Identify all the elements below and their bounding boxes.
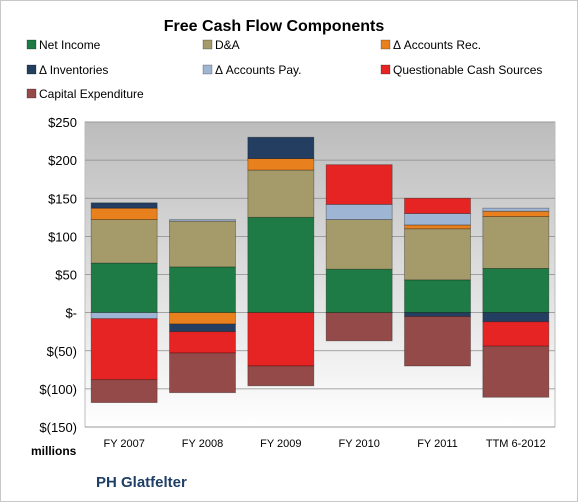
bar-segment-inventories — [482, 312, 550, 323]
bar-segment-accounts-pay — [169, 219, 236, 222]
bar-segment-d-a — [169, 220, 236, 268]
bar-segment-capital-expenditure — [482, 345, 550, 398]
bar-segment-capital-expenditure — [90, 379, 158, 404]
legend-label: D&A — [215, 38, 240, 52]
x-tick-label: FY 2007 — [103, 438, 144, 450]
legend: Net Income D&A Δ Accounts Rec. Δ Inventorie… — [26, 38, 542, 101]
company-label: PH Glatfelter — [96, 474, 187, 491]
x-axis: FY 2007 FY 2008 FY 2009 FY 2010 FY 2011 TTM 6… — [103, 438, 545, 450]
chart-title: Free Cash Flow Components — [164, 18, 385, 35]
legend-label: Δ Accounts Rec. — [393, 38, 481, 52]
legend-swatch-inventories — [26, 64, 37, 75]
bar-segment-inventories — [247, 136, 315, 160]
bar-segments — [90, 136, 550, 404]
unit-label: millions — [31, 444, 77, 458]
gridlines — [85, 121, 555, 428]
bar-segment-accounts-pay — [482, 207, 550, 212]
y-tick-label: $(50) — [47, 344, 77, 359]
bar-segment-accounts-rec — [169, 312, 236, 325]
legend-label: Δ Accounts Pay. — [215, 63, 302, 77]
bar-segment-d-a — [404, 228, 471, 281]
bar-segment-questionable-cash-sources — [247, 312, 315, 367]
y-tick-label: $200 — [48, 153, 77, 168]
y-tick-label: $150 — [48, 191, 77, 206]
legend-swatch-net-income — [26, 39, 37, 50]
y-axis: $250 $200 $150 $100 $50 $- $(50) $(100) $(150) — [39, 115, 77, 435]
bar-segment-inventories — [169, 323, 236, 333]
bar-segment-d-a — [325, 219, 393, 270]
bar-segment-accounts-pay — [90, 312, 158, 320]
bar-segment-net-income — [169, 266, 236, 314]
legend-swatch-d-a — [202, 39, 213, 50]
bar-segment-net-income — [90, 262, 158, 314]
legend-label: Capital Expenditure — [39, 87, 144, 101]
x-tick-label: FY 2010 — [338, 438, 379, 450]
legend-swatch-accounts-pay — [202, 64, 213, 75]
bar-segment-net-income — [482, 267, 550, 314]
bar-segment-capital-expenditure — [404, 316, 471, 367]
y-tick-label: $- — [65, 306, 77, 321]
bar-segment-inventories — [90, 202, 158, 209]
bar-segment-accounts-pay — [404, 213, 471, 226]
legend-swatch-questionable-cash-sources — [380, 64, 391, 75]
y-tick-label: $(150) — [39, 420, 77, 435]
bar-segment-questionable-cash-sources — [404, 197, 471, 214]
bar-segment-accounts-pay — [325, 203, 393, 221]
legend-label: Net Income — [39, 38, 101, 52]
bar-segment-questionable-cash-sources — [90, 318, 158, 381]
bar-segment-accounts-rec — [482, 210, 550, 217]
legend-label: Questionable Cash Sources — [393, 63, 542, 77]
legend-label: Δ Inventories — [39, 63, 108, 77]
legend-swatch-accounts-rec — [380, 39, 391, 50]
bar-segment-d-a — [482, 216, 550, 269]
bar-segment-capital-expenditure — [247, 365, 315, 387]
y-tick-label: $(100) — [39, 382, 77, 397]
bar-segment-questionable-cash-sources — [482, 321, 550, 347]
x-tick-label: FY 2008 — [182, 438, 223, 450]
y-tick-label: $100 — [48, 229, 77, 244]
x-tick-label: FY 2009 — [260, 438, 301, 450]
legend-swatch-capital-expenditure — [26, 88, 37, 99]
bar-segment-questionable-cash-sources — [325, 164, 393, 205]
bar-segment-questionable-cash-sources — [169, 331, 236, 354]
bar-segment-accounts-rec — [90, 207, 158, 221]
bar-segment-net-income — [247, 216, 315, 314]
y-tick-label: $250 — [48, 115, 77, 130]
bar-segment-d-a — [247, 169, 315, 218]
bar-segment-capital-expenditure — [325, 312, 393, 342]
bar-segment-accounts-rec — [247, 158, 315, 171]
bar-segment-capital-expenditure — [169, 352, 236, 394]
x-tick-label: TTM 6-2012 — [486, 438, 546, 450]
y-tick-label: $50 — [55, 268, 77, 283]
bar-segment-d-a — [90, 219, 158, 264]
bar-segment-net-income — [325, 268, 393, 314]
bar-segment-net-income — [404, 279, 471, 314]
x-tick-label: FY 2011 — [417, 438, 458, 450]
bar-segment-accounts-rec — [404, 224, 471, 230]
bar-segment-inventories — [404, 312, 471, 317]
